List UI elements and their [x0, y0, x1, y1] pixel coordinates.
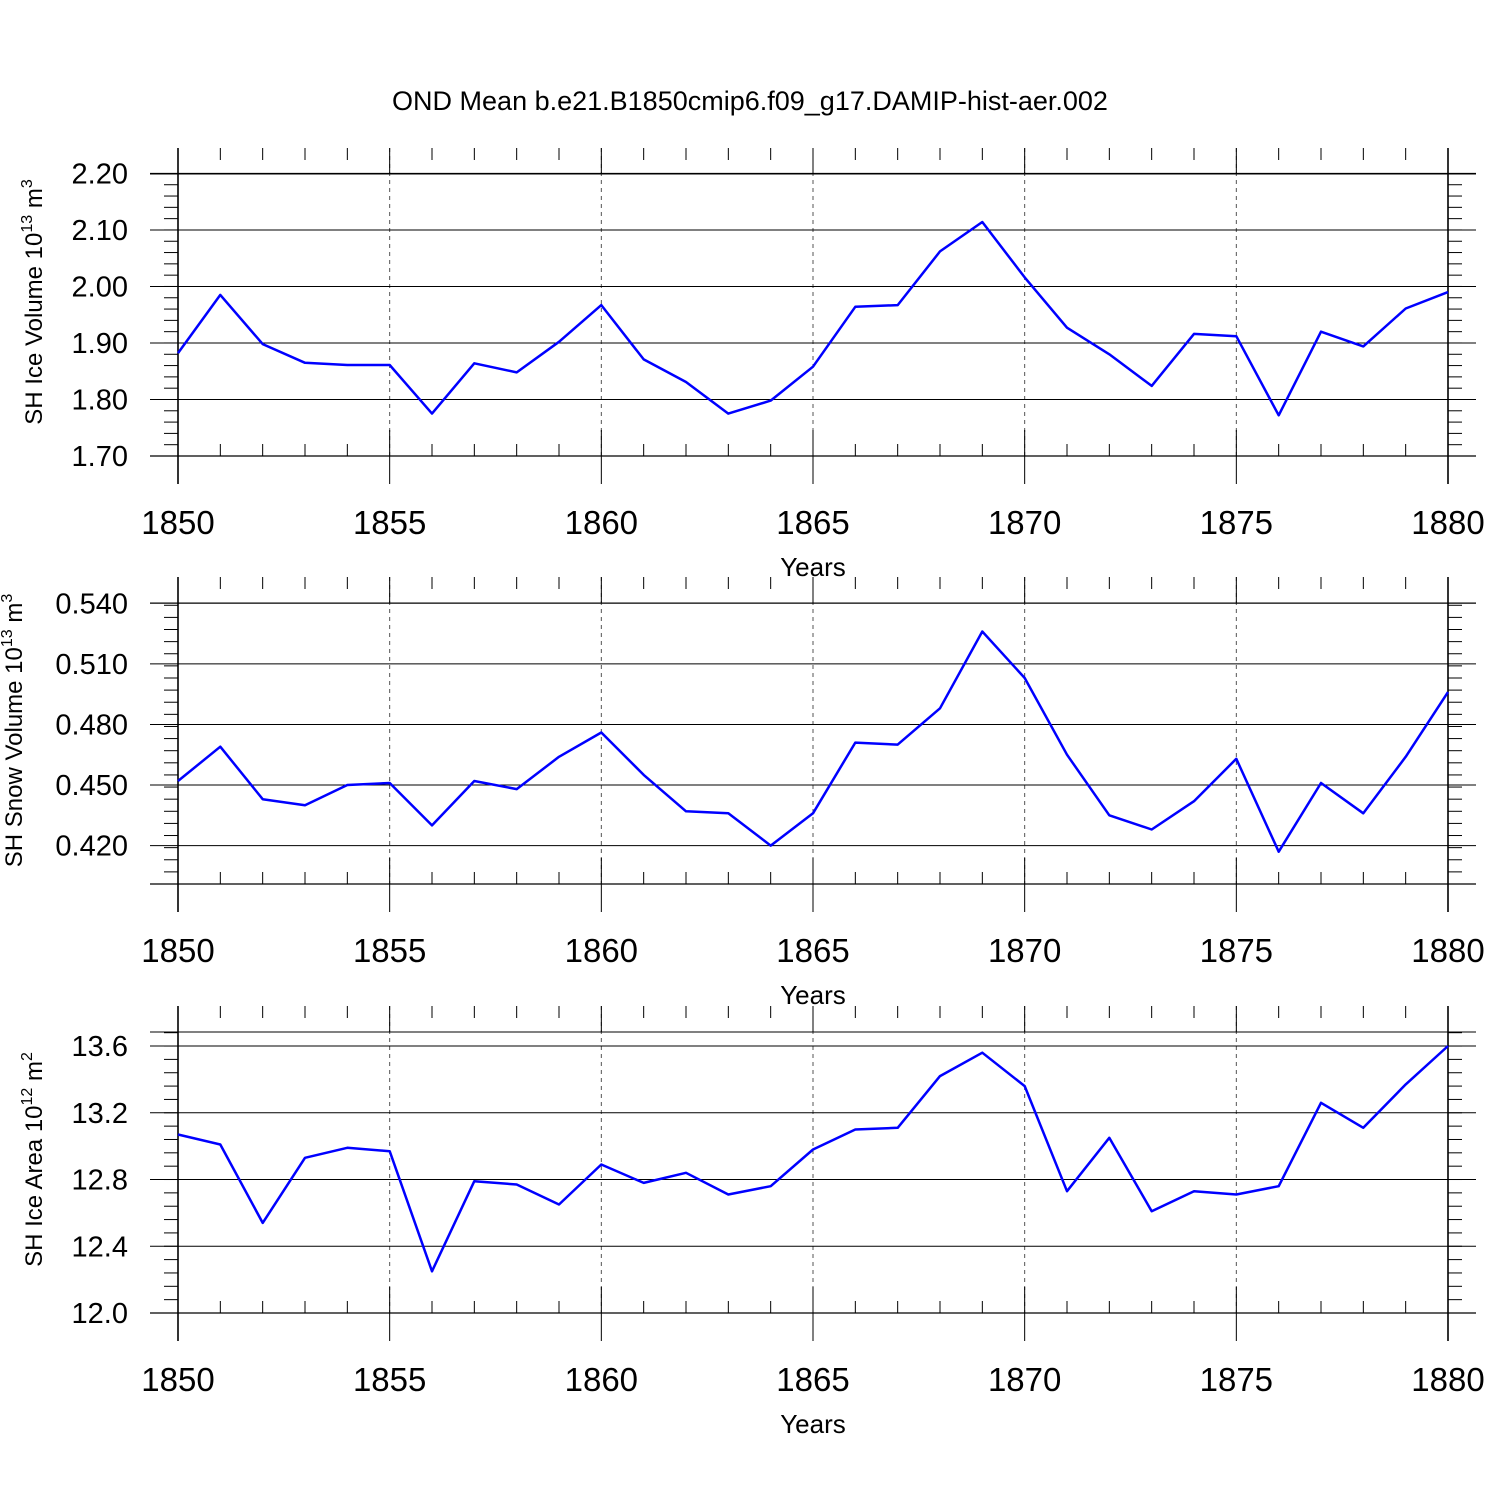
- x-tick-label: 1865: [776, 504, 849, 541]
- x-tick-label: 1850: [141, 932, 214, 969]
- x-tick-label: 1860: [565, 1361, 638, 1398]
- panel-2: 0.420 0.450 0.480 0.510 0.540 1850 1855 1860 186…: [0, 577, 1485, 1010]
- x-tick-label: 1870: [988, 504, 1061, 541]
- panel-1: 1.70 1.80 1.90 2.00 2.10 2.20 1850 1855 1860 1865…: [19, 148, 1485, 582]
- y-tick-label: 12.0: [72, 1298, 128, 1330]
- y-tick-label: 13.2: [72, 1098, 128, 1130]
- x-tick-label: 1865: [776, 932, 849, 969]
- series-line: [177, 630, 1450, 853]
- y-tick-label: 2.20: [72, 158, 128, 190]
- y-tick-label: 0.450: [55, 770, 128, 802]
- y-tick-label: 0.480: [55, 709, 128, 741]
- x-tick-label: 1875: [1200, 504, 1273, 541]
- x-tick-label: 1880: [1411, 1361, 1484, 1398]
- x-tick-label: 1850: [141, 1361, 214, 1398]
- y-tick-label: 12.4: [72, 1231, 128, 1263]
- y-axis-label: SH Ice Volume 1013 m3: [19, 179, 48, 425]
- y-tick-label: 1.80: [72, 384, 128, 416]
- y-tick-label: 0.420: [55, 831, 128, 863]
- panel-3: 12.0 12.4 12.8 13.2 13.6 1850 1855 1860 1865 1870…: [19, 1006, 1485, 1439]
- y-tick-label: 13.6: [72, 1031, 128, 1063]
- x-tick-label: 1870: [988, 932, 1061, 969]
- x-axis-label: Years: [780, 1409, 846, 1439]
- x-tick-label: 1880: [1411, 504, 1484, 541]
- x-tick-label: 1855: [353, 932, 426, 969]
- y-tick-label: 2.10: [72, 215, 128, 247]
- x-tick-label: 1855: [353, 1361, 426, 1398]
- x-tick-label: 1850: [141, 504, 214, 541]
- series-line: [176, 220, 1449, 417]
- x-tick-label: 1860: [565, 504, 638, 541]
- x-tick-label: 1865: [776, 1361, 849, 1398]
- y-tick-label: 2.00: [72, 271, 128, 303]
- y-tick-label: 1.90: [72, 328, 128, 360]
- figure-title: OND Mean b.e21.B1850cmip6.f09_g17.DAMIP-…: [392, 86, 1108, 116]
- y-axis-label: SH Ice Area 1012 m2: [19, 1052, 48, 1267]
- y-tick-label: 1.70: [72, 441, 128, 473]
- x-tick-label: 1880: [1411, 932, 1484, 969]
- y-tick-label: 12.8: [72, 1165, 128, 1197]
- y-axis-label: SH Snow Volume 1013 m3: [0, 594, 28, 868]
- y-tick-label: 0.510: [55, 649, 128, 681]
- panels: 1.70 1.80 1.90 2.00 2.10 2.20 1850 1855 1860 1865…: [0, 148, 1485, 1439]
- x-axis-label: Years: [780, 980, 846, 1010]
- x-tick-label: 1875: [1200, 1361, 1273, 1398]
- x-tick-label: 1860: [565, 932, 638, 969]
- x-tick-label: 1855: [353, 504, 426, 541]
- x-tick-label: 1870: [988, 1361, 1061, 1398]
- y-tick-label: 0.540: [55, 588, 128, 620]
- series-line: [177, 1045, 1449, 1273]
- x-tick-label: 1875: [1200, 932, 1273, 969]
